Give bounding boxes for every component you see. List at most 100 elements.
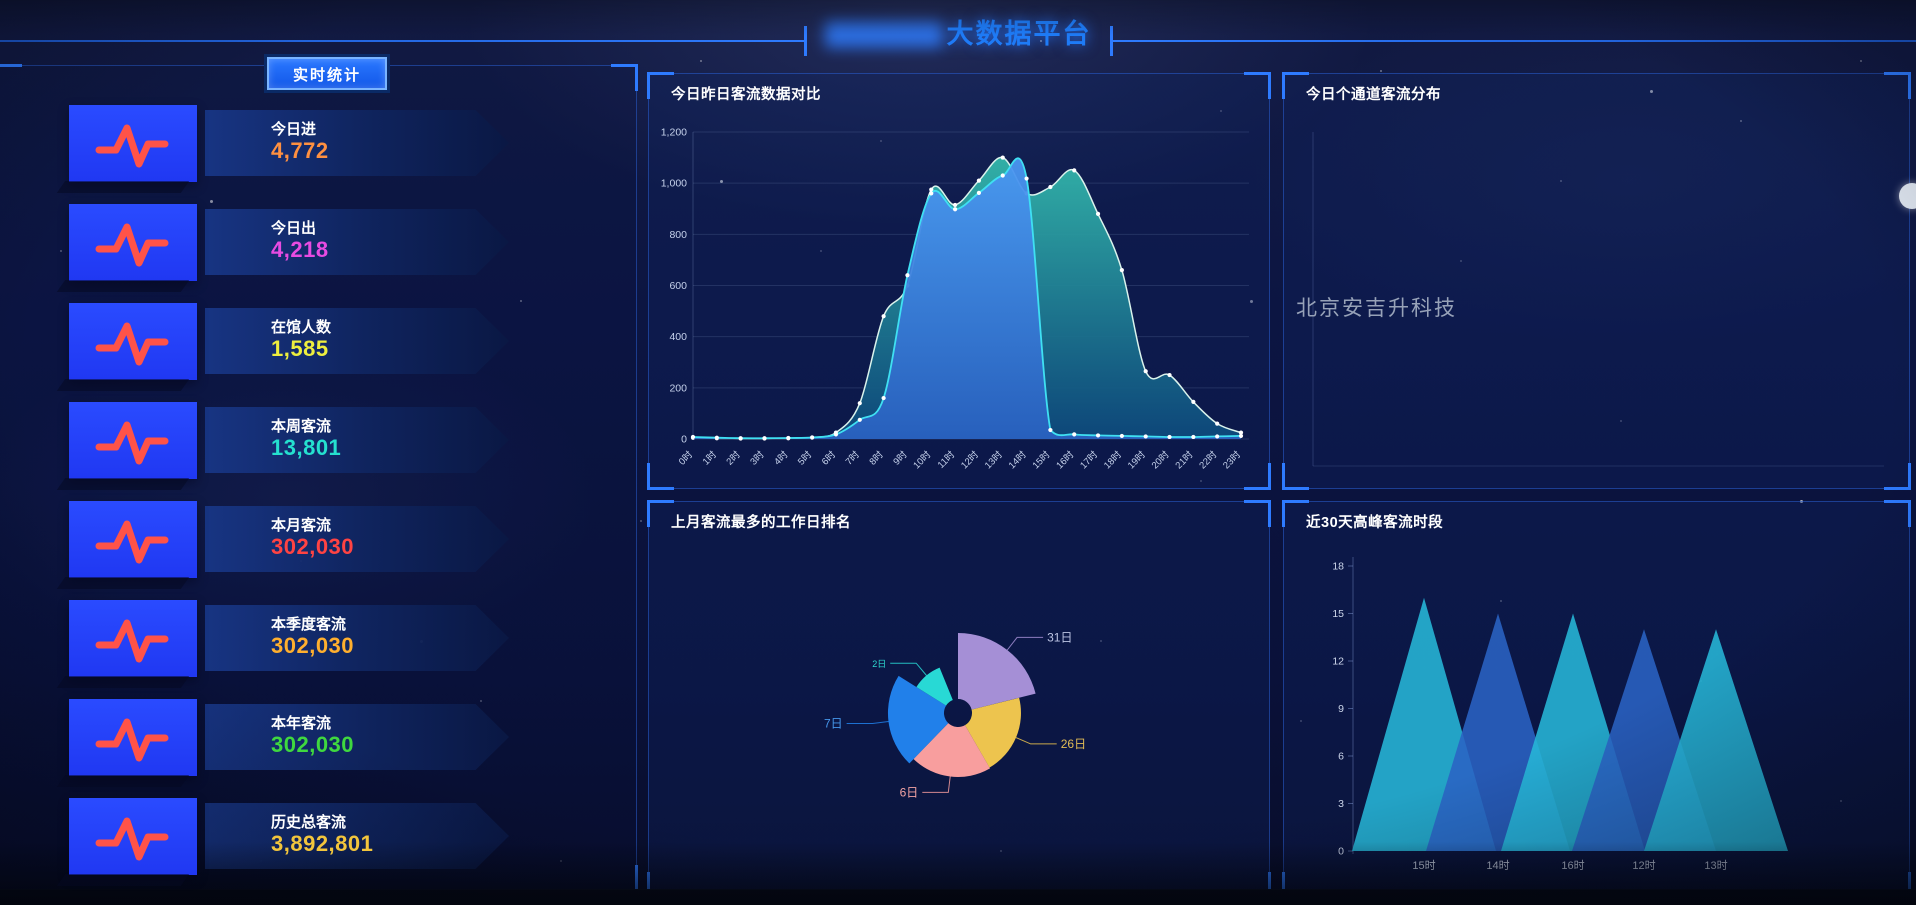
svg-text:1,200: 1,200 bbox=[661, 127, 687, 139]
pulse-icon bbox=[69, 699, 197, 776]
background-stars bbox=[0, 0, 2, 2]
rose-slice-label: 2日 bbox=[872, 659, 886, 669]
svg-text:12: 12 bbox=[1332, 656, 1344, 668]
sidebar: 实时统计 今日进 4,772 今日出 4,218 在馆人数 1,585 本周客流 13,801… bbox=[61, 57, 521, 897]
stat-label: 本周客流 bbox=[271, 418, 332, 435]
svg-text:20时: 20时 bbox=[1149, 448, 1172, 471]
rose-slice-label: 31日 bbox=[1047, 630, 1072, 644]
triangle-category-label: 12时 bbox=[1632, 859, 1655, 872]
svg-text:400: 400 bbox=[669, 331, 687, 343]
panel-title: 今日个通道客流分布 bbox=[1306, 87, 1441, 103]
svg-text:6时: 6时 bbox=[819, 448, 838, 467]
svg-text:16时: 16时 bbox=[1054, 448, 1077, 471]
svg-text:9: 9 bbox=[1338, 703, 1344, 715]
corner-accent bbox=[0, 865, 22, 892]
svg-text:23时: 23时 bbox=[1220, 448, 1243, 471]
stat-card: 今日出 4,218 bbox=[61, 204, 521, 281]
stat-card: 本年客流 302,030 bbox=[61, 699, 521, 776]
stat-label: 本月客流 bbox=[271, 517, 332, 534]
stat-label: 今日进 bbox=[271, 121, 317, 138]
page-title: 大数据平台 bbox=[946, 19, 1092, 49]
panel-today-vs-yesterday: 今日昨日客流数据对比 0 200 400 600 800 1,000 1,200 0时 1时 2时… bbox=[647, 72, 1271, 490]
pulse-icon bbox=[69, 204, 197, 281]
stat-label: 本年客流 bbox=[271, 715, 332, 732]
stat-value: 302,030 bbox=[271, 633, 355, 658]
stat-banner bbox=[205, 506, 509, 572]
svg-text:0时: 0时 bbox=[676, 448, 695, 467]
svg-text:2时: 2时 bbox=[724, 448, 743, 467]
today-yesterday-area-chart: 0 200 400 600 800 1,000 1,200 0时 1时 2时 3时 4时 5时 6时 7时 8… bbox=[649, 74, 1269, 488]
svg-text:1,000: 1,000 bbox=[661, 178, 687, 190]
svg-text:1时: 1时 bbox=[700, 448, 719, 467]
svg-text:0: 0 bbox=[681, 434, 687, 446]
stat-banner bbox=[205, 704, 509, 770]
triangle-category-label: 16时 bbox=[1561, 859, 1584, 872]
svg-text:15: 15 bbox=[1332, 608, 1344, 620]
corner-accent bbox=[611, 865, 638, 892]
svg-text:11时: 11时 bbox=[935, 448, 958, 471]
realtime-stats-button[interactable]: 实时统计 bbox=[267, 57, 387, 90]
svg-text:17时: 17时 bbox=[1077, 448, 1100, 471]
panel-workday-ranking: 上月客流最多的工作日排名 31日 26日 6日 7日 2日 bbox=[647, 500, 1271, 899]
stat-card: 今日进 4,772 bbox=[61, 105, 521, 182]
pulse-icon bbox=[69, 402, 197, 479]
stat-banner bbox=[205, 407, 509, 473]
stat-banner bbox=[205, 209, 509, 275]
svg-text:8时: 8时 bbox=[867, 448, 886, 467]
svg-text:6: 6 bbox=[1338, 751, 1344, 763]
svg-text:12时: 12时 bbox=[958, 448, 981, 471]
stat-label: 历史总客流 bbox=[271, 814, 347, 831]
stat-label: 在馆人数 bbox=[271, 319, 332, 336]
svg-text:5时: 5时 bbox=[795, 448, 814, 467]
svg-text:4时: 4时 bbox=[771, 448, 790, 467]
pulse-icon bbox=[69, 501, 197, 578]
svg-text:600: 600 bbox=[669, 280, 687, 292]
svg-text:13时: 13时 bbox=[982, 448, 1005, 471]
svg-text:7时: 7时 bbox=[843, 448, 862, 467]
panel-title: 今日昨日客流数据对比 bbox=[671, 87, 821, 103]
stat-value: 1,585 bbox=[271, 336, 329, 361]
stat-value: 302,030 bbox=[271, 534, 355, 559]
header: 大数据平台 bbox=[0, 12, 1916, 51]
stat-label: 今日出 bbox=[271, 220, 317, 237]
stat-card: 本周客流 13,801 bbox=[61, 402, 521, 479]
stat-value: 4,772 bbox=[271, 138, 329, 163]
svg-text:9时: 9时 bbox=[891, 448, 910, 467]
stat-value: 4,218 bbox=[271, 237, 329, 262]
pulse-icon bbox=[69, 303, 197, 380]
svg-text:15时: 15时 bbox=[1030, 448, 1053, 471]
pulse-icon bbox=[69, 105, 197, 182]
stat-card-list: 今日进 4,772 今日出 4,218 在馆人数 1,585 本周客流 13,801 本月客流 3… bbox=[61, 105, 521, 875]
triangle-category-label: 13时 bbox=[1704, 859, 1727, 872]
peak-hours-triangle-chart: 0 3 6 9 12 15 18 15时 14时 16时 12时 13时 bbox=[1284, 502, 1909, 897]
stat-value: 3,892,801 bbox=[271, 831, 374, 856]
panel-title: 上月客流最多的工作日排名 bbox=[671, 515, 851, 531]
stat-banner bbox=[205, 110, 509, 176]
redacted-logo bbox=[824, 21, 943, 48]
svg-text:3时: 3时 bbox=[748, 448, 767, 467]
panel-title: 近30天高峰客流时段 bbox=[1306, 515, 1444, 531]
corner-accent bbox=[0, 64, 22, 91]
stat-banner bbox=[205, 605, 509, 671]
pulse-icon bbox=[69, 798, 197, 875]
svg-text:19时: 19时 bbox=[1125, 448, 1148, 471]
svg-text:800: 800 bbox=[669, 229, 687, 241]
svg-text:21时: 21时 bbox=[1173, 448, 1196, 471]
rose-slice-label: 6日 bbox=[900, 785, 919, 799]
panel-channel-distribution: 今日个通道客流分布 北京安吉升科技 bbox=[1282, 72, 1911, 490]
stat-value: 302,030 bbox=[271, 732, 355, 757]
workday-rose-chart: 31日 26日 6日 7日 2日 bbox=[649, 502, 1269, 897]
svg-text:3: 3 bbox=[1338, 798, 1344, 810]
stat-card: 本月客流 302,030 bbox=[61, 501, 521, 578]
triangle-category-label: 15时 bbox=[1412, 859, 1435, 872]
svg-text:18时: 18时 bbox=[1101, 448, 1124, 471]
rose-slice-label: 7日 bbox=[824, 716, 843, 730]
pulse-icon bbox=[69, 600, 197, 677]
rose-slice bbox=[958, 633, 1036, 710]
channel-distribution-chart: 北京安吉升科技 bbox=[1284, 74, 1909, 488]
stat-card: 在馆人数 1,585 bbox=[61, 303, 521, 380]
stat-label: 本季度客流 bbox=[271, 616, 347, 633]
triangle-category-label: 14时 bbox=[1486, 859, 1509, 872]
svg-text:18: 18 bbox=[1332, 561, 1344, 573]
